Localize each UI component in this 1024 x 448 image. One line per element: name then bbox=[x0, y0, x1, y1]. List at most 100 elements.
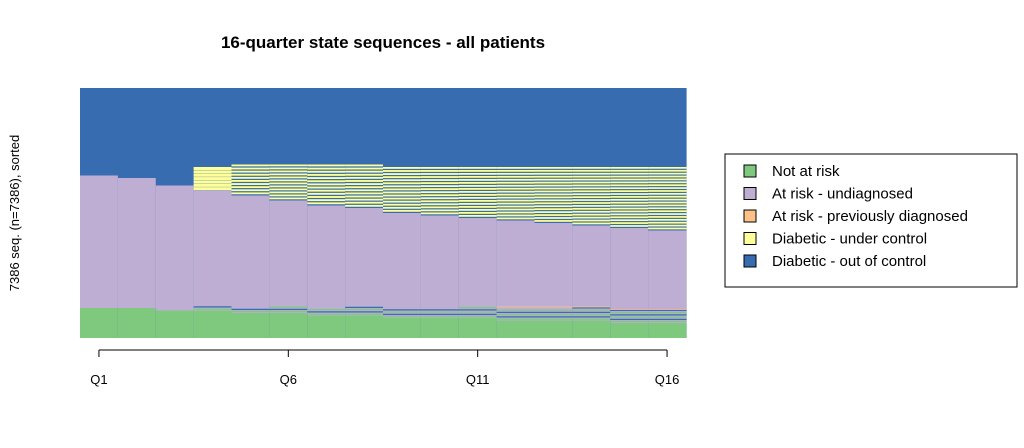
under-control-stripe-q15 bbox=[610, 225, 649, 227]
under-control-stripe-q13 bbox=[534, 172, 573, 175]
under-control-stripe-q6 bbox=[269, 170, 308, 173]
under-control-stripe-q6 bbox=[269, 188, 308, 191]
under-control-stripe-q7 bbox=[307, 167, 346, 170]
under-control-stripe-q6 bbox=[269, 197, 308, 200]
mixed-stripe-q5 bbox=[231, 308, 270, 311]
mixed-stripe-q13 bbox=[534, 318, 573, 320]
legend-label-2: At risk - previously diagnosed bbox=[772, 208, 968, 225]
under-control-stripe-q9 bbox=[383, 170, 422, 172]
state-column-q13-not-at-risk bbox=[534, 320, 573, 338]
under-control-stripe-q8 bbox=[345, 192, 384, 195]
state-column-q6-undiagnosed bbox=[269, 200, 308, 313]
under-control-stripe-q11 bbox=[458, 194, 498, 196]
x-tick-label-Q1: Q1 bbox=[90, 372, 107, 387]
under-control-stripe-q9 bbox=[383, 182, 422, 185]
under-control-stripe-q10 bbox=[420, 206, 460, 209]
prev-diagnosed-stripe-q15 bbox=[610, 309, 649, 310]
under-control-stripe-q8 bbox=[345, 180, 384, 182]
under-control-stripe-q13 bbox=[534, 167, 573, 169]
under-control-stripe-q10 bbox=[420, 179, 460, 181]
under-control-stripe-q15 bbox=[610, 219, 649, 222]
state-column-q4-undiagnosed bbox=[193, 190, 233, 311]
under-control-stripe-q9 bbox=[383, 206, 422, 209]
under-control-stripe-q6 bbox=[269, 167, 308, 170]
under-control-stripe-q14 bbox=[572, 196, 611, 199]
under-control-stripe-q11 bbox=[458, 176, 498, 178]
under-control-stripe-q16 bbox=[648, 169, 687, 172]
under-control-stripe-q11 bbox=[458, 167, 498, 169]
under-control-stripe-q13 bbox=[534, 205, 573, 208]
under-control-stripe-q10 bbox=[420, 176, 460, 178]
under-control-stripe-q15 bbox=[610, 175, 649, 178]
under-control-stripe-q14 bbox=[572, 213, 611, 216]
under-control-stripe-q12 bbox=[496, 196, 536, 199]
under-control-stripe-q13 bbox=[534, 208, 573, 211]
under-control-stripe-q4 bbox=[193, 170, 233, 174]
under-control-stripe-q4 bbox=[193, 173, 233, 177]
under-control-stripe-q16 bbox=[648, 190, 687, 192]
under-control-stripe-q11 bbox=[458, 170, 498, 172]
under-control-stripe-q14 bbox=[572, 205, 611, 207]
under-control-stripe-q15 bbox=[610, 190, 649, 192]
mixed-stripe-q13 bbox=[534, 311, 573, 314]
under-control-stripe-q16 bbox=[648, 195, 687, 198]
under-control-stripe-q15 bbox=[610, 169, 649, 172]
under-control-stripe-q9 bbox=[383, 179, 422, 182]
under-control-stripe-q15 bbox=[610, 184, 649, 187]
under-control-stripe-q7 bbox=[307, 164, 346, 167]
under-control-stripe-q10 bbox=[420, 185, 460, 188]
state-column-q2-undiagnosed bbox=[117, 178, 157, 308]
under-control-stripe-q9 bbox=[383, 197, 422, 200]
under-control-stripe-q7 bbox=[307, 180, 346, 183]
under-control-stripe-q7 bbox=[307, 196, 346, 198]
under-control-stripe-q8 bbox=[345, 167, 384, 170]
under-control-stripe-q15 bbox=[610, 210, 649, 213]
under-control-stripe-q7 bbox=[307, 183, 346, 186]
state-column-q3-undiagnosed bbox=[155, 185, 195, 311]
under-control-stripe-q12 bbox=[496, 190, 536, 193]
state-column-q10-not-at-risk bbox=[420, 318, 460, 338]
state-column-q7-undiagnosed bbox=[307, 205, 346, 316]
under-control-stripe-q5 bbox=[231, 167, 270, 170]
under-control-stripe-q15 bbox=[610, 198, 649, 201]
mixed-stripe-q6 bbox=[269, 311, 308, 313]
mixed-stripe-q15 bbox=[610, 321, 649, 323]
under-control-stripe-q12 bbox=[496, 178, 536, 181]
under-control-stripe-q13 bbox=[534, 199, 573, 202]
under-control-stripe-q16 bbox=[648, 175, 687, 178]
mixed-stripe-q9 bbox=[383, 311, 422, 313]
under-control-stripe-q16 bbox=[648, 184, 687, 187]
under-control-stripe-q12 bbox=[496, 214, 536, 217]
under-control-stripe-q16 bbox=[648, 207, 687, 210]
under-control-stripe-q15 bbox=[610, 181, 649, 184]
under-control-stripe-q7 bbox=[307, 192, 346, 195]
mixed-stripe-q8 bbox=[345, 311, 384, 313]
under-control-stripe-q12 bbox=[496, 187, 536, 190]
under-control-stripe-q13 bbox=[534, 169, 573, 172]
under-control-stripe-q14 bbox=[572, 193, 611, 196]
under-control-stripe-q16 bbox=[648, 172, 687, 175]
state-column-q6-not-at-risk bbox=[269, 313, 308, 338]
legend-box bbox=[724, 153, 1018, 288]
under-control-stripe-q14 bbox=[572, 222, 611, 225]
state-column-q5-not-at-risk bbox=[231, 313, 270, 338]
under-control-stripe-q5 bbox=[231, 170, 270, 173]
legend-swatch-1 bbox=[743, 187, 757, 200]
mixed-stripe-q14 bbox=[572, 309, 611, 311]
mixed-stripe-q9 bbox=[383, 316, 422, 318]
under-control-stripe-q12 bbox=[496, 167, 536, 169]
under-control-stripe-q13 bbox=[534, 187, 573, 190]
under-control-stripe-q8 bbox=[345, 164, 384, 167]
legend-label-4: Diabetic - out of control bbox=[772, 253, 926, 270]
under-control-stripe-q12 bbox=[496, 184, 536, 187]
state-column-q12-undiagnosed bbox=[496, 220, 536, 321]
mixed-stripe-q4 bbox=[193, 308, 233, 310]
under-control-stripe-q14 bbox=[572, 178, 611, 181]
chart-title: 16-quarter state sequences - all patient… bbox=[221, 33, 545, 52]
mixed-stripe-q11 bbox=[458, 313, 498, 316]
under-control-stripe-q15 bbox=[610, 187, 649, 190]
under-control-stripe-q16 bbox=[648, 227, 687, 230]
under-control-stripe-q6 bbox=[269, 179, 308, 182]
under-control-stripe-q15 bbox=[610, 178, 649, 181]
